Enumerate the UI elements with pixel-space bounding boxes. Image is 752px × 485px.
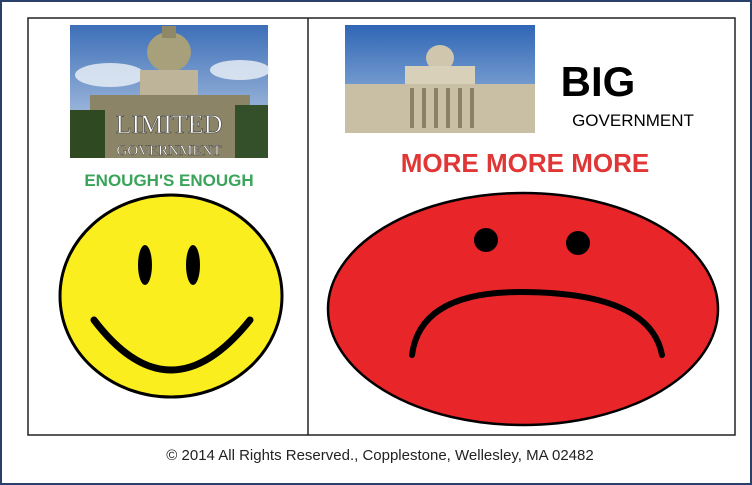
right-photo (345, 25, 535, 133)
sad-face (328, 193, 718, 425)
image-subtitle: GOVERNMENT (117, 143, 222, 159)
right-slogan: MORE MORE MORE (401, 148, 649, 178)
eye (138, 245, 152, 285)
image-title: LIMITED (116, 110, 223, 139)
graphic: LIMITED GOVERNMENT ENOUGH'S ENOUGH BIG G… (0, 0, 752, 485)
footer: © 2014 All Rights Reserved., Copplestone… (166, 447, 593, 464)
right-title: BIG (561, 58, 636, 105)
eye (474, 228, 498, 252)
right-subtitle: GOVERNMENT (572, 111, 694, 130)
eye (566, 231, 590, 255)
left-photo: LIMITED GOVERNMENT (70, 25, 270, 159)
left-slogan: ENOUGH'S ENOUGH (84, 171, 253, 190)
eye (186, 245, 200, 285)
